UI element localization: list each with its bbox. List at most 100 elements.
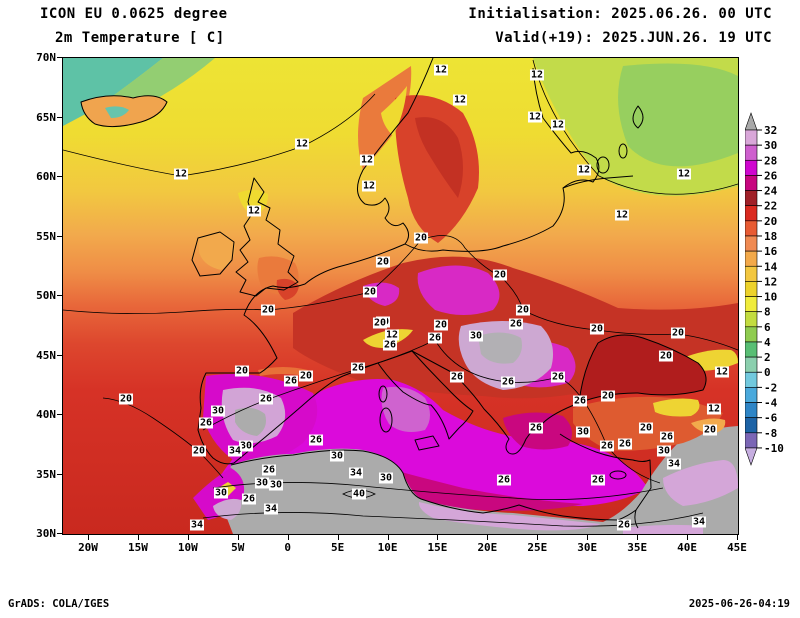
contour-label: 30 [213,487,229,499]
creation-timestamp: 2025-06-26-04:19 [688,598,790,610]
colorbar-tick-label: 2 [764,351,771,364]
contour-label: 12 [359,154,375,166]
lat-tick-label: 35N [36,467,56,481]
contour-label: 20 [362,286,378,298]
colorbar-tick-label: 8 [764,306,771,319]
variable-title: 2m Temperature [ C] [55,30,225,46]
contour-label: 26 [590,474,606,486]
contour-label: 26 [382,339,398,351]
contour-label: 12 [246,205,262,217]
contour-label: 30 [238,440,254,452]
lat-tick-label: 40N [36,408,56,421]
colorbar-tick-label: 32 [764,124,777,137]
contour-label: 12 [529,69,545,81]
contour-label: 12 [527,111,543,123]
contour-label: 20 [413,232,429,244]
contour-label: 30 [656,445,672,457]
contour-label: 34 [691,516,707,528]
contour-label: 30 [210,405,226,417]
lon-tick-label: 30E [577,541,598,554]
colorbar-tick-label: -4 [764,397,778,410]
lon-tick [587,534,589,540]
lon-tick-label: 45E [727,541,747,554]
lon-tick [187,534,189,540]
temperature-map-canvas [63,58,738,534]
lon-tick [88,534,89,540]
lon-tick [137,534,139,540]
contour-label: 30 [378,472,394,484]
contour-label: 20 [375,256,391,268]
lat-tick-label: 70N [36,51,56,64]
lon-tick-label: 15E [427,541,448,554]
contour-label: 20 [638,422,654,434]
lon-tick [287,534,289,540]
contour-label: 34 [348,467,364,479]
contour-label: 26 [616,519,632,531]
contour-label: 26 [617,438,633,450]
lon-tick [487,534,489,540]
contour-label: 20 [260,304,276,316]
colorbar-tick-label: 18 [764,230,777,243]
contour-label: 26 [496,474,512,486]
lon-tick [387,534,389,540]
lon-tick-label: 5E [330,541,345,554]
contour-label: 30 [329,450,345,462]
contour-label: 12 [706,403,722,415]
lat-tick [57,235,63,237]
contour-label: 34 [227,445,243,457]
colorbar-tick-label: 26 [764,169,778,182]
contour-label: 26 [528,422,544,434]
lat-tick-label: 60N [36,170,56,183]
lat-tick-label: 45N [36,348,56,362]
lon-tick-label: 10W [177,541,198,554]
contour-label: 26 [308,434,324,446]
lon-tick-label: 35E [627,541,648,554]
lon-tick [237,534,239,540]
lon-tick [337,534,339,540]
contour-label: 20 [589,323,605,335]
init-time-label: Initialisation: 2025.06.26. 00 UTC [468,6,772,22]
contour-label: 12 [433,64,449,76]
contour-label: 12 [384,329,400,341]
contour-label: 12 [361,180,377,192]
contour-label: 34 [263,503,279,515]
colorbar-tick-label: 14 [764,260,778,273]
contour-label: 20 [433,319,449,331]
contour-label: 30 [254,477,270,489]
lat-tick [57,176,63,177]
lon-tick-label: 15W [127,541,148,554]
lat-tick [57,57,63,58]
grads-credit: GrADS: COLA/IGES [8,598,110,610]
contour-label: 20 [670,327,686,339]
contour-label: 26 [599,440,615,452]
colorbar-tick-label: 30 [764,139,777,152]
colorbar-tick-label: 10 [764,291,777,304]
contour-label: 20 [492,269,508,281]
contour-label: 34 [189,519,205,531]
lon-tick-label: 0 [284,541,291,554]
lon-tick-label: 25E [527,541,548,554]
contour-label: 12 [576,164,592,176]
contour-label: 20 [658,350,674,362]
contour-label: 26 [350,362,366,374]
contour-label: 26 [449,371,465,383]
colorbar-tick-label: -10 [764,442,784,455]
coastlines [80,58,707,529]
contour-label: 26 [500,376,516,388]
colorbar-tick-label: 24 [764,185,778,198]
colorbar-tick-label: 0 [764,366,771,379]
contour-label: 26 [659,431,675,443]
lat-tick-label: 50N [36,289,56,302]
lat-tick [57,116,63,118]
colorbar-tick-label: 4 [764,336,771,349]
lat-tick [57,295,63,296]
contour-label: 26 [572,395,588,407]
contour-label: 26 [261,464,277,476]
lat-tick-label: 55N [36,229,56,243]
colorbar-tick-label: -6 [764,412,778,425]
contour-label: 26 [508,318,524,330]
contour-label: 20 [600,390,616,402]
contour-label: 30 [468,330,484,342]
